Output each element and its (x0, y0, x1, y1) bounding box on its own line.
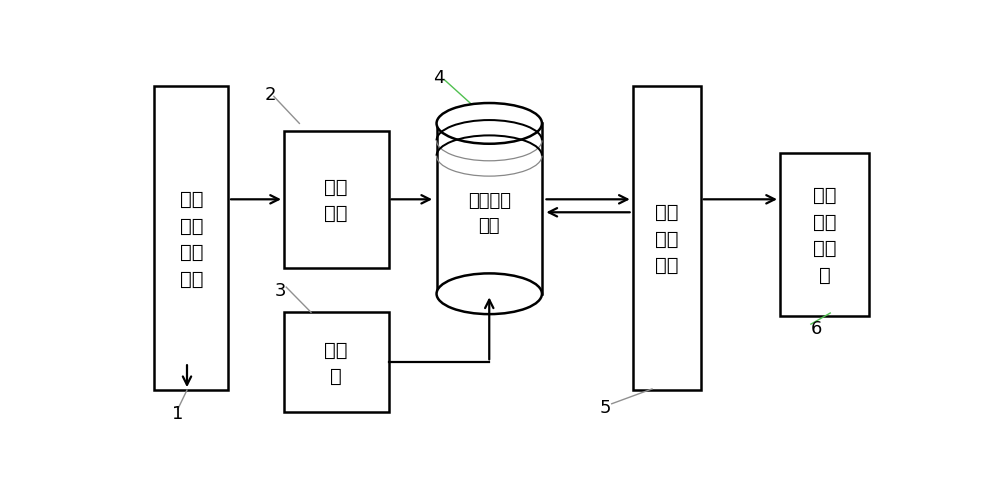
Bar (154, 87, 228, 390)
Text: 智能
仪表: 智能 仪表 (324, 177, 348, 223)
Text: 1: 1 (172, 404, 183, 422)
Bar (780, 154, 869, 316)
Bar (633, 87, 701, 390)
Text: 4: 4 (433, 69, 445, 87)
Bar (284, 312, 388, 412)
Ellipse shape (437, 274, 542, 314)
Text: 3: 3 (274, 281, 286, 300)
Text: 上位
机显
示界
面: 上位 机显 示界 面 (813, 186, 836, 284)
Text: 2: 2 (265, 85, 276, 104)
Text: 控制
站: 控制 站 (324, 340, 348, 385)
Bar (284, 132, 388, 268)
Ellipse shape (437, 104, 542, 144)
Text: 6: 6 (811, 319, 822, 337)
Bar (437, 124, 542, 294)
Text: 内部
热耦
合精
馏塔: 内部 热耦 合精 馏塔 (180, 190, 203, 288)
Text: 5: 5 (600, 398, 611, 416)
Text: 数据存储
装置: 数据存储 装置 (468, 192, 511, 234)
Text: 上位
机观
测器: 上位 机观 测器 (655, 203, 678, 275)
